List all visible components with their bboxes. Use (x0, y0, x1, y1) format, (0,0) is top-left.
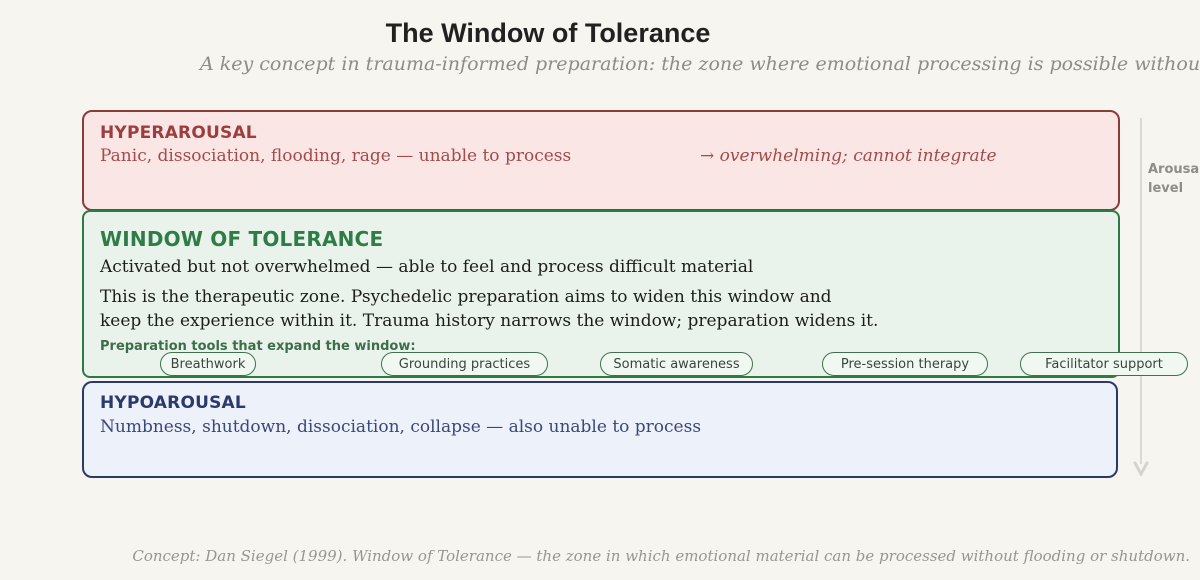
tool-pill-somatic-awareness: Somatic awareness (600, 352, 753, 376)
zone-hyperarousal: HYPERAROUSAL Panic, dissociation, floodi… (82, 110, 1120, 211)
window-line1: Activated but not overwhelmed — able to … (100, 257, 754, 277)
window-paragraph-line2: keep the experience within it. Trauma hi… (100, 311, 879, 331)
window-paragraph-line1: This is the therapeutic zone. Psychedeli… (100, 287, 832, 307)
tool-pill-grounding-practices: Grounding practices (381, 352, 548, 376)
page-title: The Window of Tolerance (385, 18, 711, 48)
attribution-footer: Concept: Dan Siegel (1999). Window of To… (132, 547, 1190, 565)
zone-window-of-tolerance: WINDOW OF TOLERANCE Activated but not ov… (82, 210, 1120, 378)
hyperarousal-annotation: → overwhelming; cannot integrate (700, 146, 997, 166)
arousal-axis-label-line1: Arousal (1148, 162, 1200, 177)
zone-hypoarousal: HYPOAROUSAL Numbness, shutdown, dissocia… (82, 381, 1118, 478)
tool-pill-pre-session-therapy: Pre-session therapy (822, 352, 988, 376)
window-paragraph: This is the therapeutic zone. Psychedeli… (100, 285, 878, 333)
window-title: WINDOW OF TOLERANCE (100, 227, 384, 251)
arousal-axis-line (1140, 118, 1142, 464)
hypoarousal-description: Numbness, shutdown, dissociation, collap… (100, 417, 702, 437)
arousal-axis-label: Arousal level (1148, 160, 1200, 198)
hyperarousal-title: HYPERAROUSAL (100, 123, 257, 143)
tool-pill-breathwork: Breathwork (160, 352, 256, 376)
arousal-axis-label-line2: level (1148, 181, 1184, 196)
tools-label: Preparation tools that expand the window… (100, 339, 416, 354)
hyperarousal-description: Panic, dissociation, flooding, rage — un… (100, 146, 572, 166)
tool-pill-facilitator-support: Facilitator support (1020, 352, 1188, 376)
hypoarousal-title: HYPOAROUSAL (100, 393, 246, 413)
page-subtitle: A key concept in trauma-informed prepara… (200, 53, 1200, 75)
arrow-down-icon (1133, 460, 1149, 480)
